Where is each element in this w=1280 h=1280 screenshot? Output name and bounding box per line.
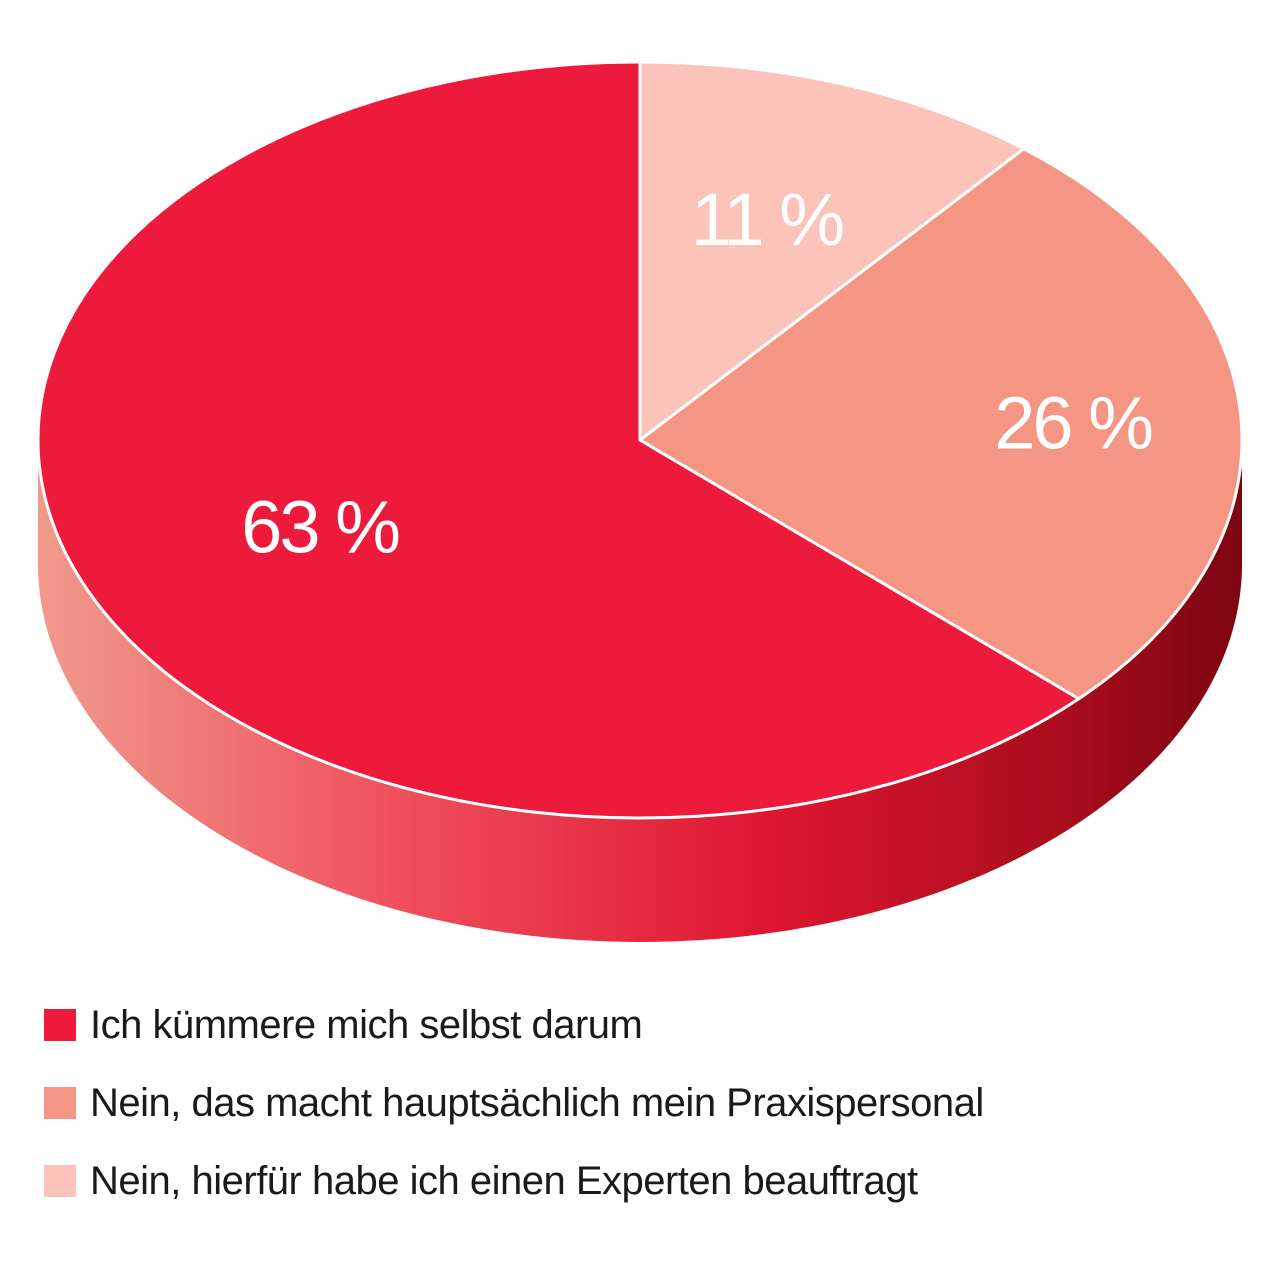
legend-label: Ich kümmere mich selbst darum [90,1002,643,1047]
legend-item: Ich kümmere mich selbst darum [44,990,1244,1060]
pie-side-wall [38,440,1242,942]
slice-value-label: 11 % [691,178,843,261]
legend-label: Nein, das macht hauptsächlich mein Praxi… [90,1080,984,1125]
legend-label: Nein, hierfür habe ich einen Experten be… [90,1158,918,1203]
slice-self [36,60,1081,820]
slice-expert [638,60,1026,442]
slice-value-label: 26 % [994,381,1152,464]
legend-swatch [44,1087,76,1119]
pie-chart: 63 % 26 % 11 % [36,60,1244,942]
legend-swatch [44,1165,76,1197]
legend-item: Nein, das macht hauptsächlich mein Praxi… [44,1068,1244,1138]
legend-item: Nein, hierfür habe ich einen Experten be… [44,1146,1244,1216]
legend: Ich kümmere mich selbst darum Nein, das … [44,990,1244,1224]
legend-swatch [44,1009,76,1041]
slice-staff [638,147,1244,701]
slice-value-label: 63 % [241,486,399,569]
